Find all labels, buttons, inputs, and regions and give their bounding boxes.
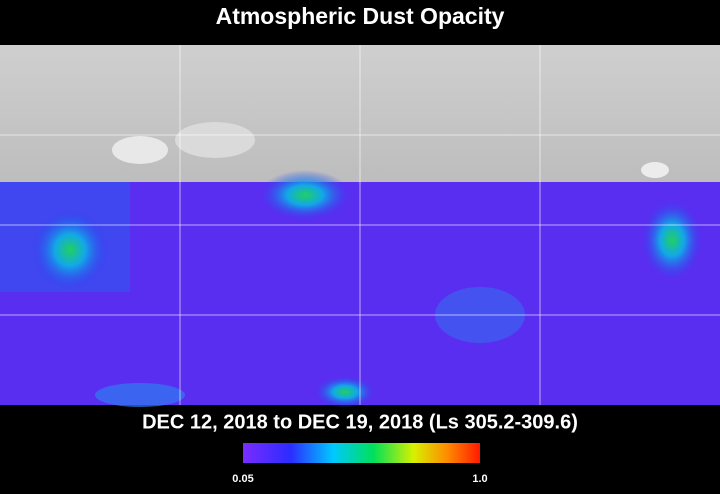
colorbar-ticks: 0.05 1.0: [232, 473, 487, 485]
dust-area: [642, 200, 702, 280]
dust-area: [315, 376, 375, 408]
dust-area: [260, 170, 350, 220]
plateau: [175, 122, 255, 158]
title: Atmospheric Dust Opacity: [216, 3, 505, 29]
subtitle: DEC 12, 2018 to DEC 19, 2018 (Ls 305.2-3…: [142, 411, 578, 433]
grid: [0, 45, 720, 405]
volcano: [641, 162, 669, 178]
dust-area: [32, 210, 108, 290]
volcano: [112, 136, 168, 164]
colorbar-tick-label: 0.05: [232, 473, 253, 485]
colorbar-tick-label: 1.0: [472, 473, 487, 485]
map: [0, 45, 720, 408]
colorbar: [243, 443, 480, 463]
dust-area: [95, 383, 185, 407]
